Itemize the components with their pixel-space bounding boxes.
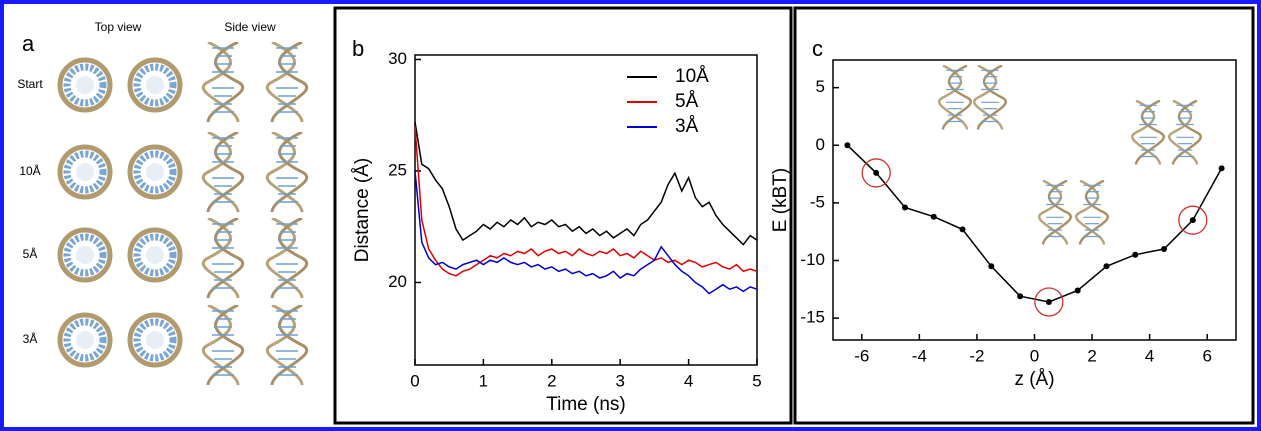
x-axis-label: Time (ns): [546, 394, 626, 415]
y-tick-label: 5: [816, 77, 825, 96]
data-point: [1074, 287, 1081, 294]
data-point: [1218, 165, 1225, 172]
column-header: Side view: [224, 20, 276, 34]
x-tick-label: 4: [684, 371, 693, 390]
panel-label: a: [22, 31, 35, 56]
y-tick-label: 20: [388, 272, 407, 291]
data-line: [846, 144, 1223, 303]
y-tick-label: -15: [800, 308, 825, 327]
y-axis-label: E (kBT): [770, 168, 791, 232]
legend-label: 3Å: [675, 116, 699, 137]
y-tick-label: 0: [816, 135, 825, 154]
data-point: [1045, 298, 1052, 305]
y-tick-label: -10: [800, 250, 825, 269]
panel-label: c: [812, 36, 823, 61]
x-tick-label: 6: [1202, 346, 1211, 365]
x-tick-label: 3: [615, 371, 624, 390]
data-line: [414, 170, 758, 295]
data-point: [1132, 251, 1139, 258]
x-tick-label: 0: [1030, 346, 1039, 365]
panel-frame: [333, 6, 793, 425]
y-tick-label: -5: [810, 192, 825, 211]
x-tick-label: 0: [410, 371, 419, 390]
data-point: [1189, 217, 1196, 224]
highlight-circle: [861, 158, 891, 188]
row-label: Start: [17, 77, 43, 91]
x-axis-label: z (Å): [1014, 369, 1054, 390]
x-tick-label: 4: [1145, 346, 1154, 365]
row-label: 10Å: [19, 163, 40, 178]
data-point: [1161, 245, 1168, 252]
panel-label: b: [352, 36, 364, 61]
legend-label: 5Å: [675, 91, 699, 112]
x-tick-label: 5: [752, 371, 761, 390]
x-tick-label: -6: [854, 346, 869, 365]
highlight-circle: [1034, 287, 1064, 317]
x-tick-label: -2: [969, 346, 984, 365]
row-label: 3Å: [23, 331, 38, 346]
x-tick-label: 1: [479, 371, 488, 390]
row-label: 5Å: [23, 246, 38, 261]
data-point: [901, 204, 908, 211]
panel-a: a Top view Side view Start 10Å 5Å 3Å: [17, 20, 309, 385]
legend-label: 10Å: [675, 66, 709, 87]
x-tick-label: 2: [1087, 346, 1096, 365]
data-point: [873, 169, 880, 176]
data-line: [414, 126, 758, 277]
data-point: [1017, 293, 1024, 300]
data-point: [988, 263, 995, 270]
y-tick-label: 30: [388, 49, 407, 68]
data-line: [414, 121, 758, 246]
column-header: Top view: [95, 20, 142, 34]
x-tick-label: -4: [912, 346, 927, 365]
y-axis-label: Distance (Å): [352, 158, 373, 263]
highlight-circle: [1178, 205, 1208, 235]
x-tick-label: 2: [547, 371, 556, 390]
panel-frame: [793, 6, 1255, 425]
data-point: [844, 142, 851, 149]
data-point: [930, 213, 937, 220]
plot-frame: [414, 54, 758, 366]
y-tick-label: 25: [388, 160, 407, 179]
data-point: [959, 226, 966, 233]
data-point: [1103, 263, 1110, 270]
